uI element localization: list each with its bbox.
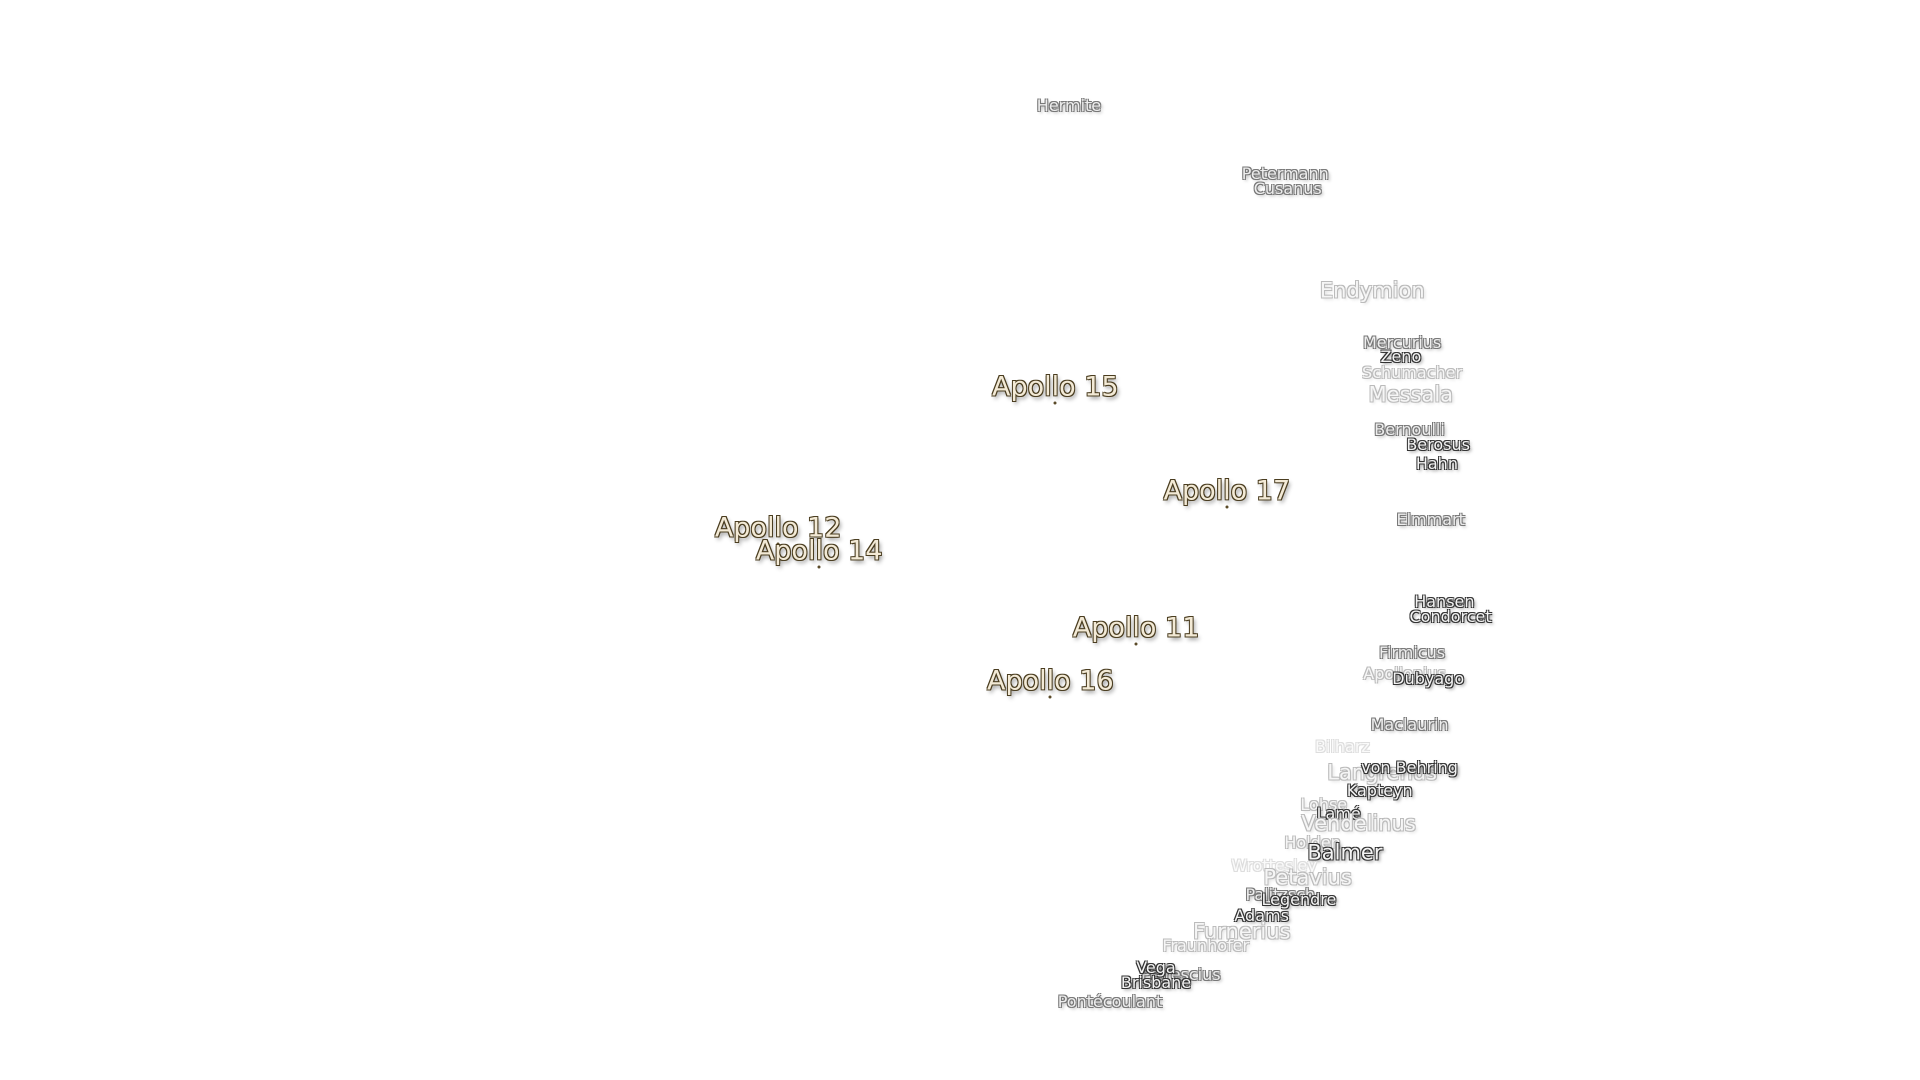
- landing-site-label: Apollo 11: [1072, 612, 1200, 644]
- crater-label: Endymion: [1319, 278, 1425, 303]
- crater-label: Lohse: [1300, 795, 1348, 815]
- crater-label: Kapteyn: [1346, 780, 1413, 800]
- crater-label: Elmmart: [1396, 509, 1465, 529]
- crater-label: Furnerius: [1193, 919, 1291, 944]
- crater-label: Legendre: [1261, 889, 1337, 909]
- crater-label: Dubyago: [1392, 668, 1465, 688]
- crater-label: Bilharz: [1315, 737, 1370, 757]
- crater-label: Firmicus: [1379, 642, 1446, 662]
- landing-site-marker: [1225, 505, 1229, 509]
- crater-label: Condorcet: [1409, 606, 1492, 626]
- landing-site-marker: [817, 565, 821, 569]
- crater-label: Vendelinus: [1301, 811, 1416, 836]
- landing-site-marker: [776, 542, 780, 546]
- crater-label: Lamé: [1316, 804, 1361, 824]
- crater-label: Palitzsch: [1245, 884, 1316, 904]
- landing-site-label: Apollo 14: [755, 535, 883, 567]
- crater-label: Adams: [1234, 906, 1289, 926]
- crater-label: Petavius: [1263, 865, 1352, 890]
- crater-label: Langrenus: [1327, 760, 1438, 785]
- crater-label: Vega: [1136, 958, 1176, 978]
- crater-label: Mercurius: [1362, 333, 1442, 353]
- crater-label: Maclaurin: [1370, 714, 1449, 734]
- crater-label: Hermite: [1036, 95, 1102, 115]
- crater-label: Holden: [1284, 832, 1341, 852]
- crater-label: Brisbane: [1120, 973, 1192, 993]
- landing-site-label: Apollo 15: [992, 371, 1119, 403]
- crater-label: Berosus: [1406, 434, 1470, 454]
- crater-label: Cusanus: [1253, 178, 1322, 198]
- crater-label: Wrottesley: [1231, 856, 1317, 876]
- crater-label: von Behring: [1361, 758, 1458, 778]
- landing-site-label: Apollo 17: [1163, 475, 1291, 507]
- crater-label: Hahn: [1415, 453, 1458, 473]
- crater-label: Schumacher: [1362, 362, 1463, 382]
- crater-label: Hansen: [1414, 591, 1475, 611]
- crater-label: Fraunhofer: [1162, 935, 1250, 955]
- landing-site-marker: [1048, 695, 1052, 699]
- crater-label: Zeno: [1380, 346, 1422, 366]
- landing-site-marker: [1053, 401, 1057, 405]
- crater-label: Apollonius: [1363, 663, 1446, 683]
- crater-label: Pontécoulant: [1057, 991, 1163, 1011]
- landing-site-label: Apollo 16: [987, 665, 1114, 697]
- landing-site-label: Apollo 12: [714, 512, 842, 544]
- crater-label: Peirescius: [1141, 964, 1221, 984]
- crater-label: Balmer: [1307, 840, 1383, 865]
- crater-label: Petermann: [1241, 164, 1329, 184]
- landing-site-marker: [1134, 642, 1138, 646]
- crater-label: Bernoulli: [1374, 420, 1445, 440]
- crater-label: Messala: [1368, 382, 1454, 407]
